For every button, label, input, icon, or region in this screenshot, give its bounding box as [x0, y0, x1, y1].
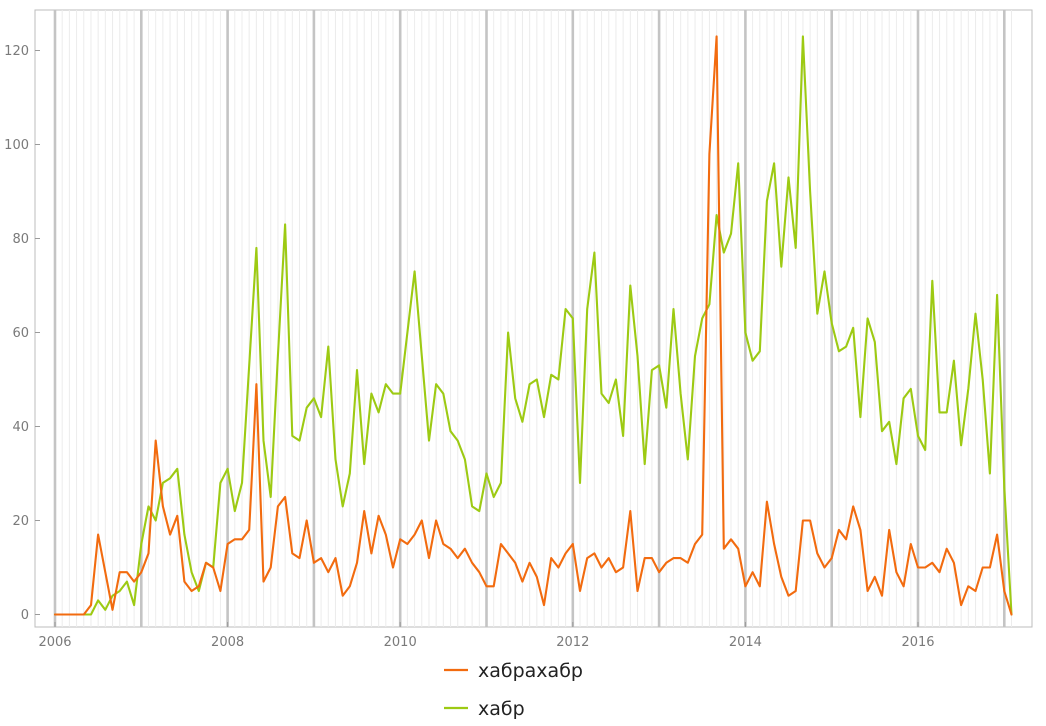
- grid: [53, 10, 1012, 627]
- y-tick-label: 20: [12, 514, 29, 529]
- y-tick-label: 0: [21, 608, 29, 623]
- x-tick-label: 2006: [38, 635, 71, 650]
- x-tick-label: 2016: [901, 635, 934, 650]
- y-tick-label: 60: [12, 326, 29, 341]
- x-tick-label: 2010: [384, 635, 417, 650]
- legend: хабрахабр хабр: [444, 660, 583, 720]
- y-tick-label: 40: [12, 420, 29, 435]
- y-tick-label: 80: [12, 232, 29, 247]
- y-tick-label: 120: [4, 44, 29, 59]
- x-axis: 2006 2008 2010 2012 2014 2016: [38, 622, 935, 650]
- plot-area: [34, 9, 1033, 628]
- legend-label: хабр: [478, 698, 525, 720]
- series-line-0: [53, 35, 1013, 616]
- series-lines: [53, 35, 1013, 616]
- x-tick-label: 2012: [556, 635, 589, 650]
- legend-label: хабрахабр: [478, 660, 583, 682]
- plot-frame: [34, 9, 1033, 628]
- legend-item-series-0: хабрахабр: [444, 660, 583, 682]
- x-tick-label: 2014: [729, 635, 762, 650]
- series-line-1: [53, 35, 1013, 616]
- legend-item-series-1: хабр: [444, 698, 525, 720]
- y-axis: 0 20 40 60 80 100 120: [4, 44, 40, 623]
- y-tick-label: 100: [4, 138, 29, 153]
- x-tick-label: 2008: [211, 635, 244, 650]
